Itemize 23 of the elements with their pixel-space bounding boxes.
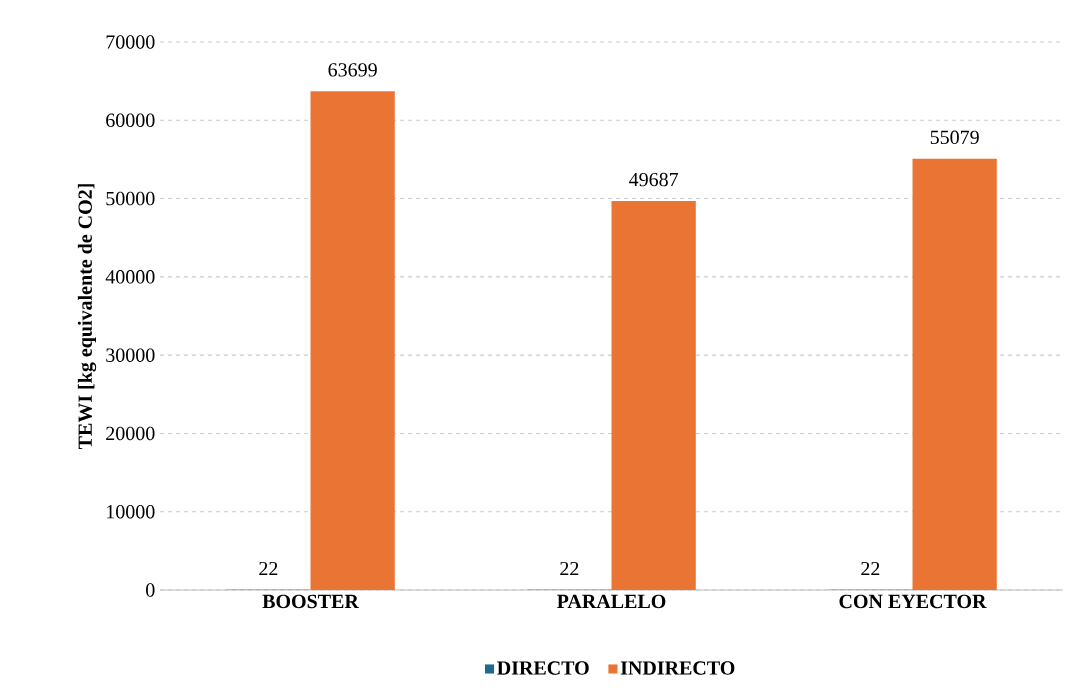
legend-label: DIRECTO bbox=[497, 661, 589, 675]
y-tick-label: 0 bbox=[146, 583, 155, 597]
y-tick-label: 60000 bbox=[106, 113, 155, 128]
data-label: 22 bbox=[560, 561, 579, 576]
x-tick-label: BOOSTER bbox=[262, 594, 360, 609]
data-label: 55079 bbox=[930, 130, 979, 145]
x-tick-label: CON EYECTOR bbox=[839, 594, 987, 609]
y-tick-label: 10000 bbox=[107, 504, 155, 519]
data-label: 22 bbox=[259, 561, 278, 576]
bar bbox=[611, 201, 696, 590]
y-tick-label: 40000 bbox=[105, 270, 155, 284]
data-label: 49687 bbox=[629, 172, 679, 187]
data-label: 22 bbox=[861, 561, 880, 576]
legend-label: INDIRECTO bbox=[620, 661, 735, 675]
y-tick-label: 70000 bbox=[106, 35, 155, 49]
y-tick-label: 20000 bbox=[106, 426, 155, 441]
y-tick-label: 50000 bbox=[106, 191, 155, 206]
y-tick-label: 30000 bbox=[106, 348, 155, 362]
y-axis-title: TEWI [kg equivalente de CO2] bbox=[77, 184, 97, 450]
bar bbox=[912, 158, 997, 590]
x-tick-label: PARALELO bbox=[557, 594, 666, 609]
data-label: 63699 bbox=[328, 63, 377, 77]
bar bbox=[310, 91, 395, 590]
